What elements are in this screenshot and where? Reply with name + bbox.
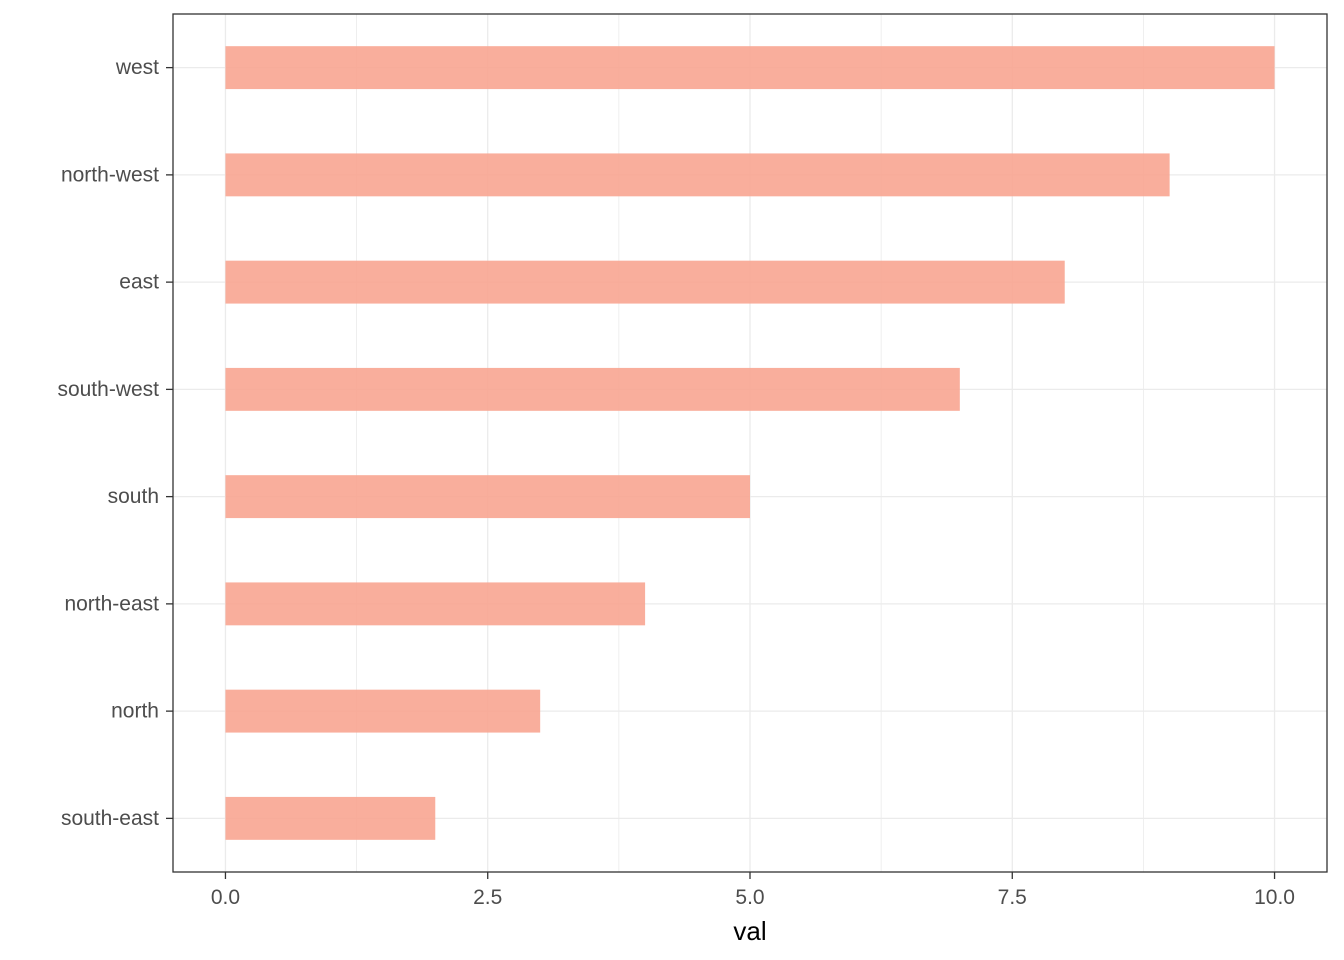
bar-south [225, 475, 751, 519]
bar-east [225, 260, 1065, 304]
y-tick-label: north [111, 700, 159, 723]
y-tick-label: south [108, 485, 159, 508]
y-tick-label: east [119, 271, 159, 294]
x-axis-title: val [733, 916, 766, 946]
bars [225, 46, 1275, 840]
y-axis: west north-west east south-west south north-e… [57, 56, 173, 830]
bar-south-west [225, 367, 960, 411]
y-tick-label: south-west [57, 378, 159, 401]
x-tick-label: 2.5 [473, 886, 502, 909]
y-tick-label: north-east [64, 592, 159, 615]
bar-north-west [225, 153, 1170, 197]
y-tick-label: south-east [61, 807, 159, 830]
bar-north-east [225, 582, 646, 626]
bar-south-east [225, 796, 436, 840]
y-tick-label: west [115, 56, 159, 79]
x-axis: 0.0 2.5 5.0 7.5 10.0 [211, 872, 1295, 909]
y-tick-label: north-west [61, 163, 159, 186]
x-tick-label: 5.0 [735, 886, 764, 909]
x-tick-label: 7.5 [998, 886, 1027, 909]
bar-north [225, 689, 541, 733]
x-tick-label: 0.0 [211, 886, 240, 909]
bar-west [225, 46, 1275, 90]
x-tick-label: 10.0 [1254, 886, 1295, 909]
